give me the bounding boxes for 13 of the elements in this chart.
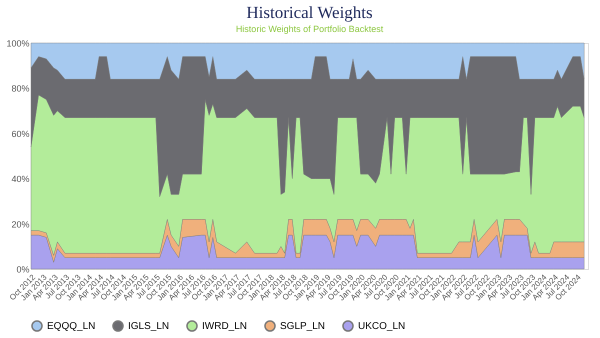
y-tick-label: 40% xyxy=(11,174,30,184)
legend-label: IGLS_LN xyxy=(128,321,170,332)
chart-subtitle: Historic Weights of Portfolio Backtest xyxy=(236,24,384,34)
legend-label: IWRD_LN xyxy=(202,321,248,332)
y-tick-label: 0% xyxy=(16,264,30,274)
y-tick-label: 80% xyxy=(11,84,30,94)
legend-label: EQQQ_LN xyxy=(47,321,96,332)
y-tick-label: 100% xyxy=(6,38,30,48)
legend-label: UKCO_LN xyxy=(358,321,406,332)
y-tick-label: 60% xyxy=(11,128,30,139)
legend-label: SGLP_LN xyxy=(280,321,326,332)
y-tick-label: 20% xyxy=(11,219,30,230)
chart-title: Historical Weights xyxy=(246,3,373,22)
